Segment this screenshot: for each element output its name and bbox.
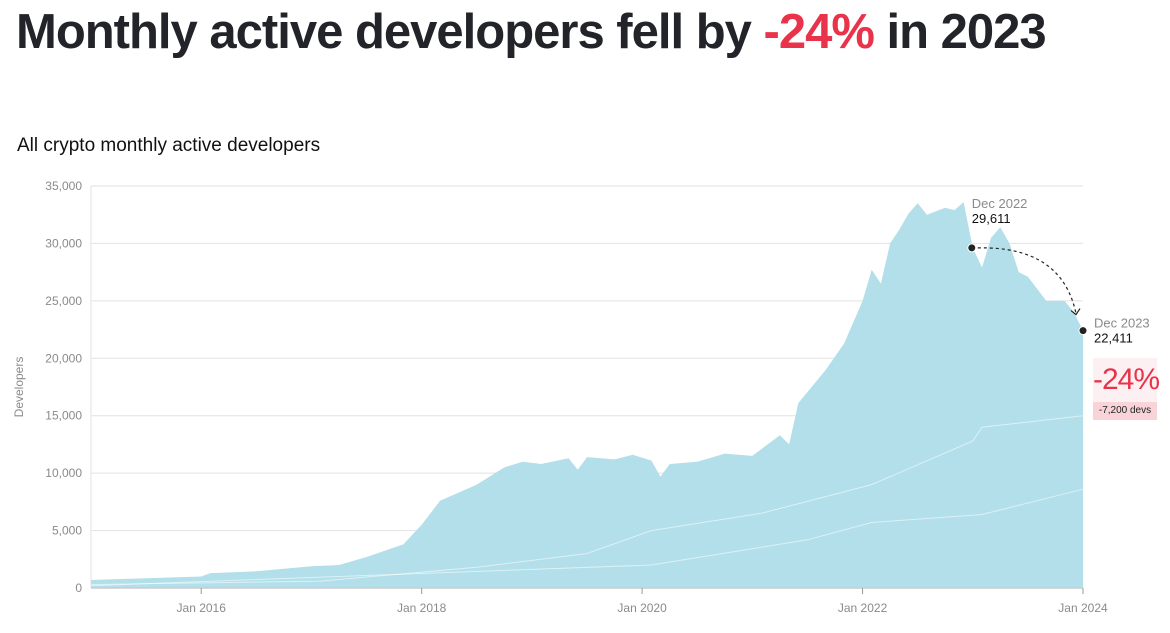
y-tick-label: 35,000	[45, 179, 82, 193]
axes: 0 5,000 10,000 15,000 20,000 25,000 30,000 35,0…	[45, 179, 1108, 615]
arrow-head-icon	[1070, 308, 1081, 316]
x-tick-label: Jan 2016	[177, 601, 227, 615]
areas	[90, 202, 1084, 588]
y-tick-label: 5,000	[52, 524, 82, 538]
title-highlight: -24%	[763, 5, 875, 59]
chart-title: All crypto monthly active developers	[17, 135, 321, 156]
x-tick-label: Jan 2018	[397, 601, 447, 615]
annotation-point	[967, 243, 977, 253]
trend-arrow	[977, 247, 1077, 314]
title-suffix: in 2023	[873, 5, 1047, 59]
x-tick-label: Jan 2020	[617, 601, 667, 615]
annotation-point	[1078, 326, 1088, 336]
y-tick-label: 10,000	[45, 466, 82, 480]
y-tick-label: 0	[75, 581, 82, 595]
x-tick-label: Jan 2024	[1058, 601, 1108, 615]
title-text: Monthly active developers fell by	[16, 5, 764, 59]
y-tick-label: 20,000	[45, 351, 82, 365]
page-title: Monthly active developers fell by -24% i…	[16, 4, 1047, 60]
annotation-date: Dec 2023	[1094, 316, 1150, 331]
annotation-value: 22,411	[1094, 331, 1133, 346]
y-axis-label: Developers	[12, 357, 26, 418]
change-badge: -24% -7,200 devs	[1093, 358, 1160, 420]
series-boundary-line	[90, 488, 1084, 587]
y-tick-label: 30,000	[45, 236, 82, 250]
area-series	[91, 202, 1083, 588]
annotation-value: 29,611	[972, 211, 1011, 226]
change-delta: -7,200 devs	[1093, 402, 1157, 420]
annotation-date: Dec 2022	[972, 196, 1028, 211]
y-tick-label: 15,000	[45, 409, 82, 423]
change-percent: -24%	[1093, 358, 1160, 402]
y-tick-label: 25,000	[45, 294, 82, 308]
x-tick-label: Jan 2022	[838, 601, 888, 615]
